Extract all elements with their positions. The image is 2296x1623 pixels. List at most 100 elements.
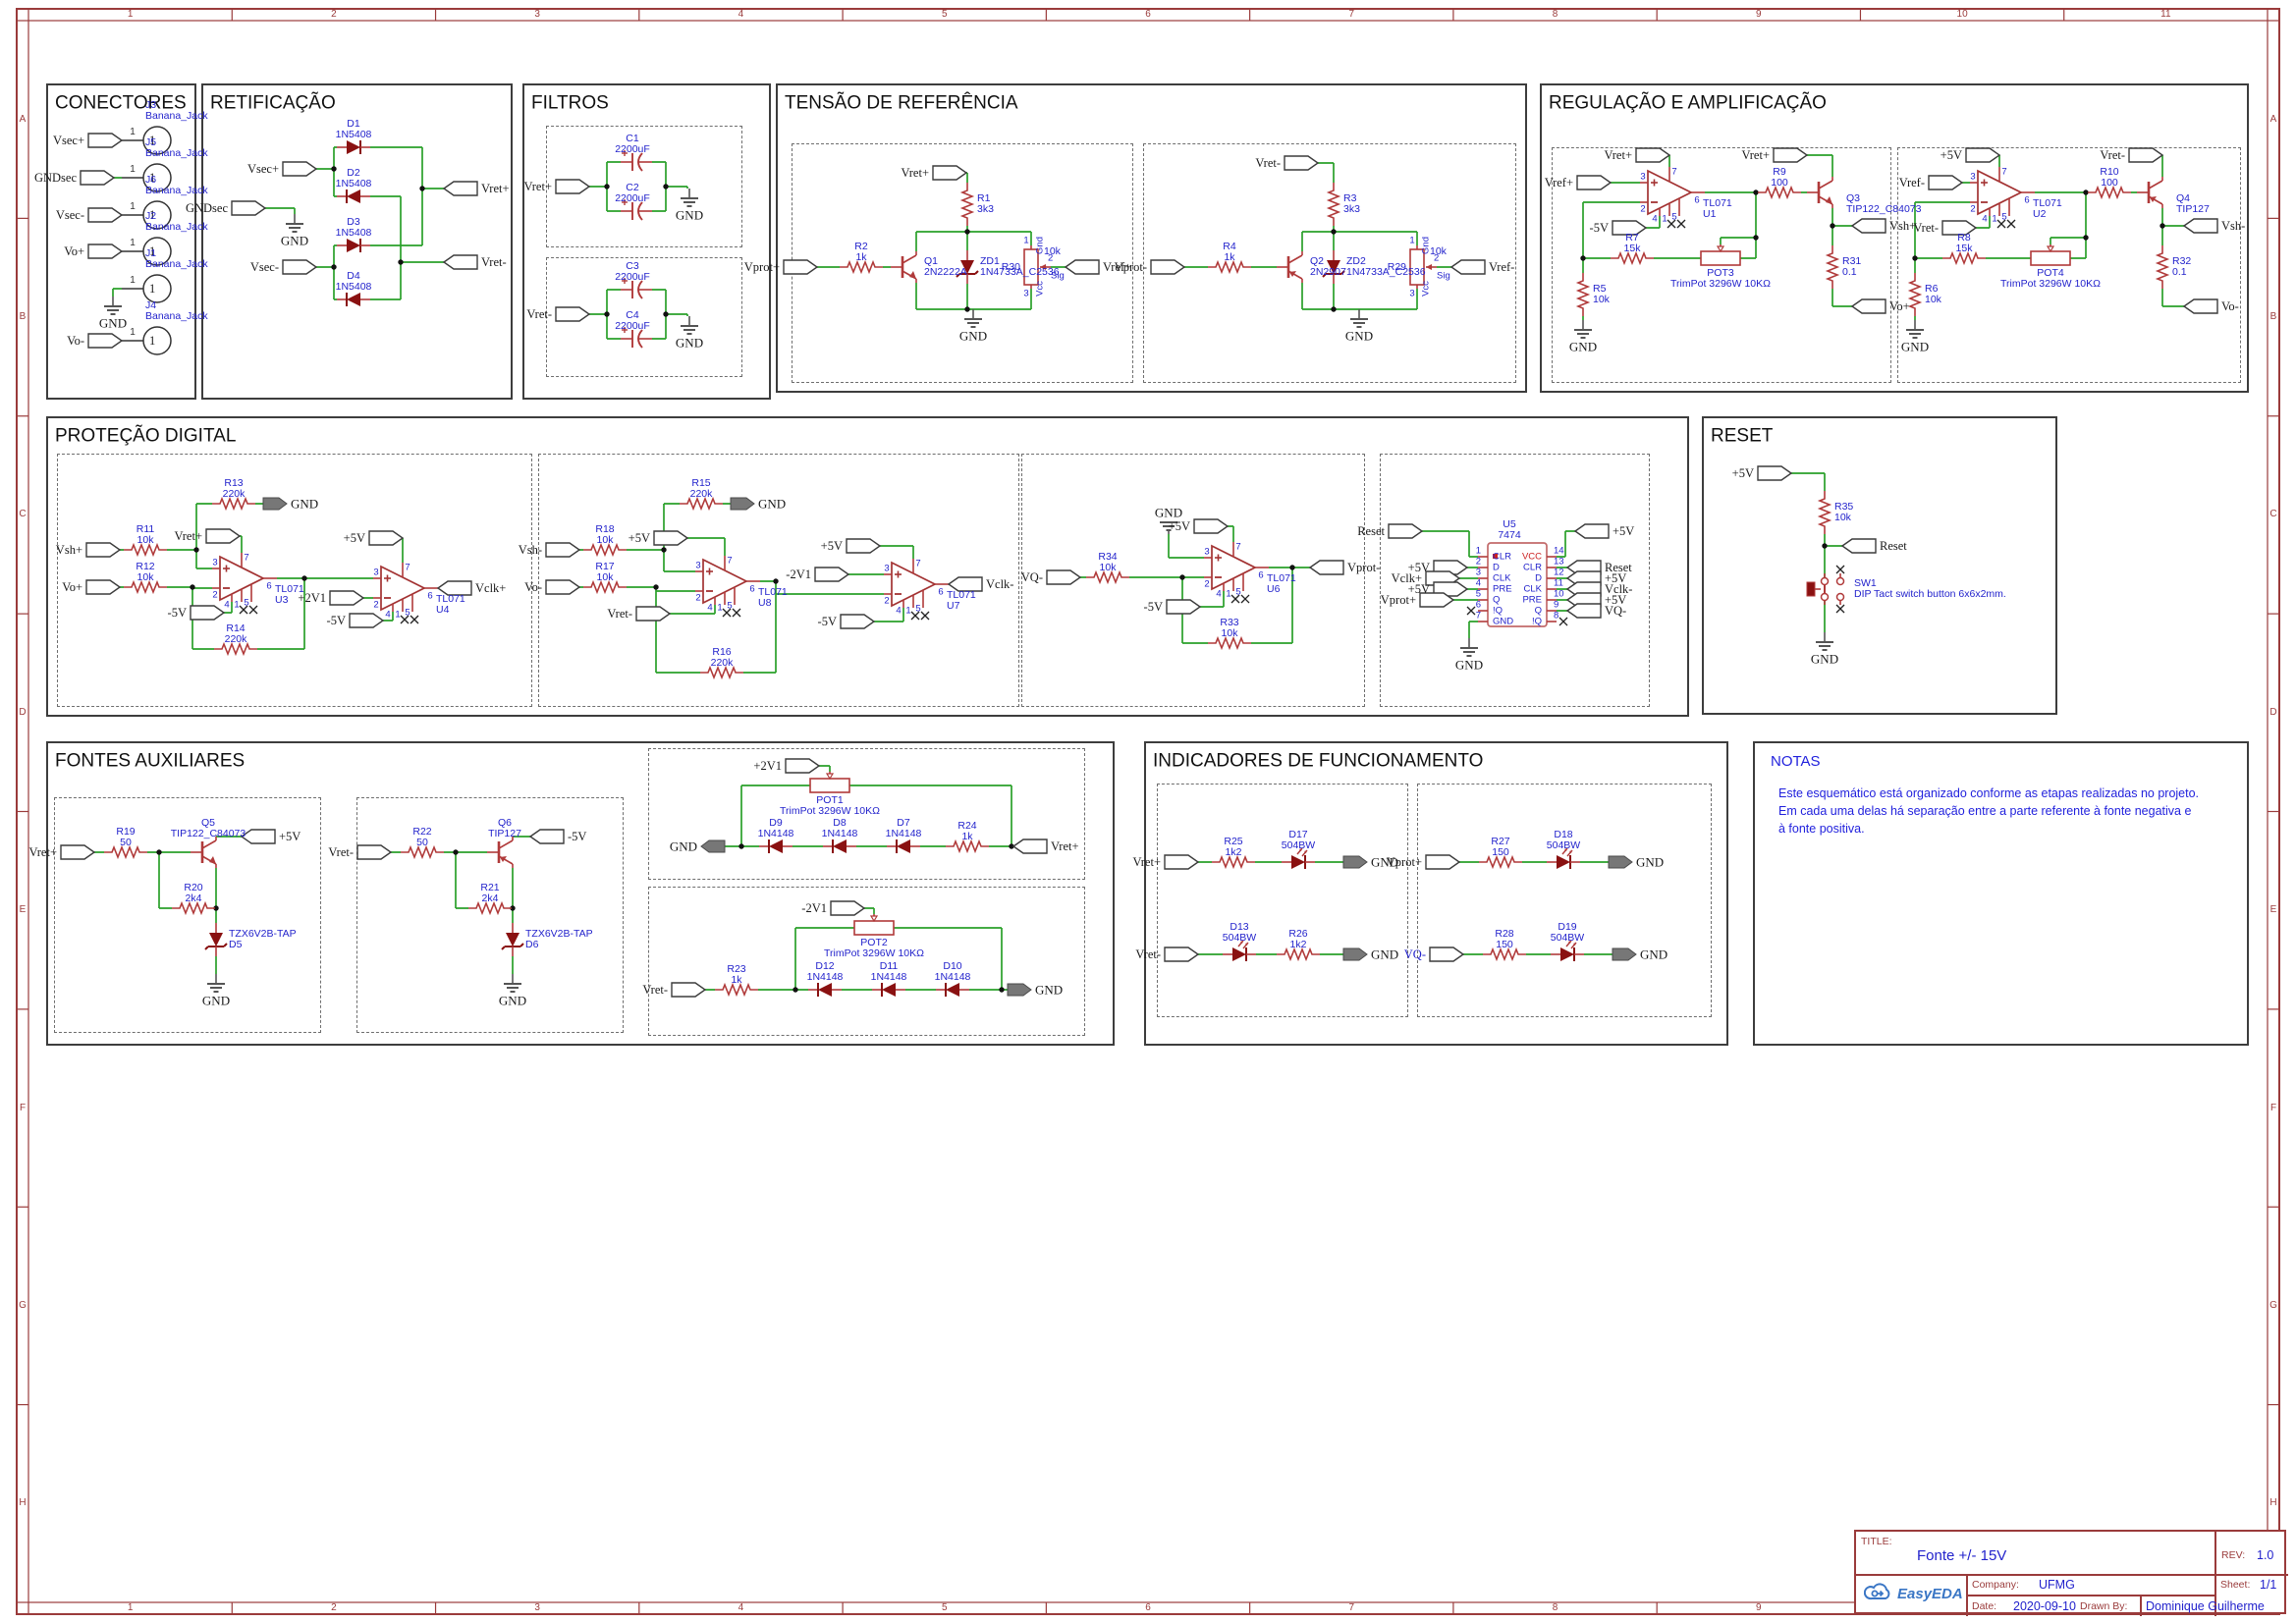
zener-1n4733ac2536[interactable] (1322, 250, 1345, 284)
net-flag-vo-[interactable] (2182, 298, 2218, 314)
net-flag-vclk+[interactable] (436, 580, 472, 596)
gnd-symbol[interactable] (504, 974, 521, 993)
transistor-q4[interactable] (2137, 177, 2163, 208)
resistor-r26[interactable] (1277, 947, 1320, 962)
zener-d5[interactable] (204, 923, 228, 956)
transistor-q1[interactable] (891, 251, 917, 283)
led-d17[interactable] (1282, 847, 1315, 869)
zener-1n4733ac2536[interactable] (956, 250, 979, 284)
net-flag-+5v[interactable] (1573, 523, 1610, 539)
resistor-r24[interactable] (946, 839, 989, 854)
opamp-u1[interactable] (1640, 167, 1705, 229)
gnd-flag[interactable] (1007, 983, 1032, 997)
wires[interactable] (112, 177, 122, 297)
diode-d3[interactable] (337, 239, 370, 252)
net-flag-vret-[interactable] (671, 982, 707, 998)
net-flag-vret+[interactable] (555, 179, 591, 194)
net-flag--5v[interactable] (190, 605, 226, 621)
net-flag-vret+[interactable] (60, 844, 96, 860)
resistor-r11[interactable] (124, 542, 167, 558)
diode-d1[interactable] (337, 140, 370, 154)
net-flag-vret+[interactable] (1164, 854, 1200, 870)
resistor-r8[interactable] (1942, 250, 1986, 266)
pot-r29[interactable] (1409, 245, 1437, 289)
net-flag-vsec-[interactable] (87, 207, 124, 223)
pot-pot4[interactable] (2030, 244, 2071, 266)
resistor-r19[interactable] (104, 844, 147, 860)
net-flag-vret-[interactable] (555, 306, 591, 322)
wires[interactable] (1198, 861, 1613, 955)
net-flag-vsec+[interactable] (282, 161, 318, 177)
diode-d8[interactable] (823, 839, 856, 853)
jack-j4[interactable] (122, 326, 172, 355)
net-flag-vo+[interactable] (1850, 298, 1886, 314)
resistor-r25[interactable] (1212, 854, 1255, 870)
opamp-u8[interactable] (695, 556, 760, 618)
net-flag--5v[interactable] (528, 829, 565, 844)
gnd-flag[interactable] (1342, 855, 1368, 869)
gnd-symbol[interactable] (1816, 632, 1833, 651)
jack-j3[interactable] (122, 126, 172, 155)
net-flag-reset[interactable] (1388, 523, 1424, 539)
gnd-symbol[interactable] (1350, 309, 1368, 328)
wires[interactable] (1791, 472, 1842, 632)
net-flag-vref-[interactable] (1928, 175, 1964, 190)
resistor-r7[interactable] (1611, 250, 1654, 266)
net-flag-vsec-[interactable] (282, 259, 318, 275)
gnd-flag[interactable] (730, 497, 755, 511)
net-flag-vo-[interactable] (545, 579, 581, 595)
opamp-u3[interactable] (212, 553, 277, 615)
net-flag-+5v[interactable] (368, 530, 405, 546)
jack-j1[interactable] (122, 274, 172, 303)
resistor-r18[interactable] (583, 542, 627, 558)
net-flag--5v[interactable] (840, 614, 876, 629)
gnd-flag[interactable] (700, 839, 726, 853)
net-flag-vq-[interactable] (1565, 603, 1602, 619)
diode-d11[interactable] (872, 983, 905, 997)
gnd-symbol[interactable] (681, 189, 698, 207)
wires[interactable] (265, 146, 444, 300)
resistor-r13[interactable] (212, 496, 255, 512)
resistor-r23[interactable] (715, 982, 758, 998)
pot-pot2[interactable] (853, 914, 895, 936)
diode-d2[interactable] (337, 189, 370, 203)
net-flag-vret+[interactable] (1635, 147, 1671, 163)
gnd-symbol[interactable] (1460, 638, 1478, 657)
net-flag-vprot+[interactable] (1425, 854, 1461, 870)
net-flag-+2v1[interactable] (329, 590, 365, 606)
resistor-r27[interactable] (1479, 854, 1522, 870)
capacitor-c3[interactable] (621, 278, 652, 299)
transistor-q3[interactable] (1807, 177, 1833, 208)
gnd-symbol[interactable] (1574, 320, 1592, 339)
gnd-symbol[interactable] (1906, 320, 1924, 339)
gnd-symbol[interactable] (1160, 521, 1177, 534)
resistor-r31[interactable] (1825, 245, 1840, 289)
resistor-r1[interactable] (959, 183, 975, 226)
resistor-r3[interactable] (1326, 183, 1341, 226)
opamp-u2[interactable] (1970, 167, 2035, 229)
net-flag-gndsec[interactable] (231, 200, 267, 216)
net-flag-+5v[interactable] (1965, 147, 2001, 163)
net-flag-vret+[interactable] (932, 165, 968, 181)
net-flag-vo-[interactable] (87, 333, 124, 349)
gnd-flag[interactable] (262, 497, 288, 511)
opamp-u6[interactable] (1204, 542, 1269, 604)
resistor-r10[interactable] (2088, 185, 2131, 200)
resistor-r28[interactable] (1483, 947, 1526, 962)
net-flag-vprot+[interactable] (1419, 592, 1455, 608)
net-flag--5v[interactable] (349, 613, 385, 628)
gnd-symbol[interactable] (286, 214, 303, 233)
capacitor-c2[interactable] (621, 199, 652, 221)
gnd-symbol[interactable] (207, 974, 225, 993)
gnd-symbol[interactable] (104, 297, 122, 315)
gnd-flag[interactable] (1608, 855, 1633, 869)
jack-j6[interactable] (122, 200, 172, 230)
net-flag-vsh+[interactable] (85, 542, 122, 558)
net-flag-vret-[interactable] (1284, 155, 1320, 171)
transistor-q5[interactable] (191, 837, 217, 868)
net-flag-vsec+[interactable] (87, 133, 124, 148)
net-flag-+5v[interactable] (653, 530, 689, 546)
resistor-r2[interactable] (840, 259, 883, 275)
pot-pot1[interactable] (809, 772, 850, 793)
resistor-r9[interactable] (1758, 185, 1801, 200)
